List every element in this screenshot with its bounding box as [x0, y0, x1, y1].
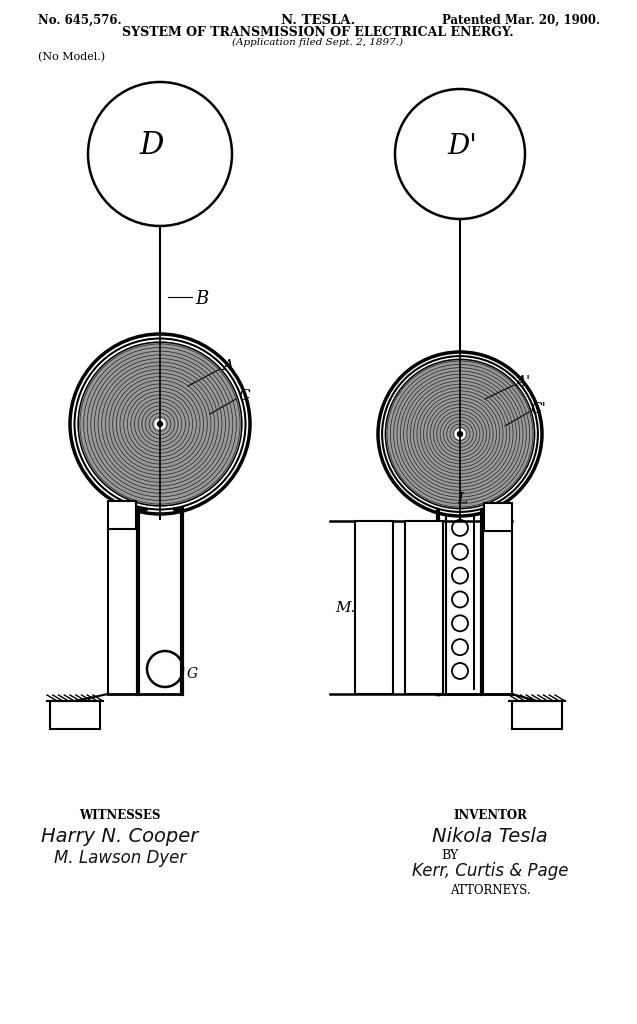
Text: INVENTOR: INVENTOR: [453, 809, 527, 822]
Text: ATTORNEYS.: ATTORNEYS.: [450, 884, 531, 897]
Text: (Application filed Sept. 2, 1897.): (Application filed Sept. 2, 1897.): [233, 38, 403, 47]
Text: Kerr, Curtis & Page: Kerr, Curtis & Page: [412, 862, 568, 880]
Bar: [355, 521, 393, 694]
Circle shape: [155, 419, 165, 429]
Text: G: G: [187, 667, 198, 681]
Text: C': C': [530, 402, 546, 416]
Text: A: A: [222, 359, 233, 373]
Text: M.: M.: [335, 600, 355, 614]
Bar: [405, 521, 443, 694]
Text: SYSTEM OF TRANSMISSION OF ELECTRICAL ENERGY.: SYSTEM OF TRANSMISSION OF ELECTRICAL ENE…: [122, 26, 514, 39]
Text: A': A': [515, 375, 530, 389]
Circle shape: [455, 429, 465, 439]
Text: B: B: [195, 290, 208, 308]
Text: L: L: [457, 492, 467, 506]
Circle shape: [385, 359, 534, 509]
Text: (No Model.): (No Model.): [38, 52, 105, 62]
Circle shape: [457, 431, 462, 436]
Text: C: C: [238, 389, 250, 403]
Text: BY: BY: [441, 849, 459, 862]
Bar: [512, 701, 562, 729]
Text: WITNESSES: WITNESSES: [79, 809, 161, 822]
Text: D': D': [447, 132, 477, 160]
Circle shape: [78, 342, 242, 506]
Text: No. 645,576.: No. 645,576.: [38, 14, 122, 27]
Text: Patented Mar. 20, 1900.: Patented Mar. 20, 1900.: [442, 14, 600, 27]
Text: Harry N. Cooper: Harry N. Cooper: [41, 827, 199, 846]
Text: M. Lawson Dyer: M. Lawson Dyer: [54, 849, 186, 867]
Circle shape: [157, 422, 162, 427]
Bar: [484, 503, 512, 531]
Bar: [108, 501, 136, 529]
Text: D: D: [140, 130, 164, 162]
Bar: [50, 701, 100, 729]
Text: N. TESLA.: N. TESLA.: [281, 14, 355, 27]
Text: Nikola Tesla: Nikola Tesla: [432, 827, 548, 846]
